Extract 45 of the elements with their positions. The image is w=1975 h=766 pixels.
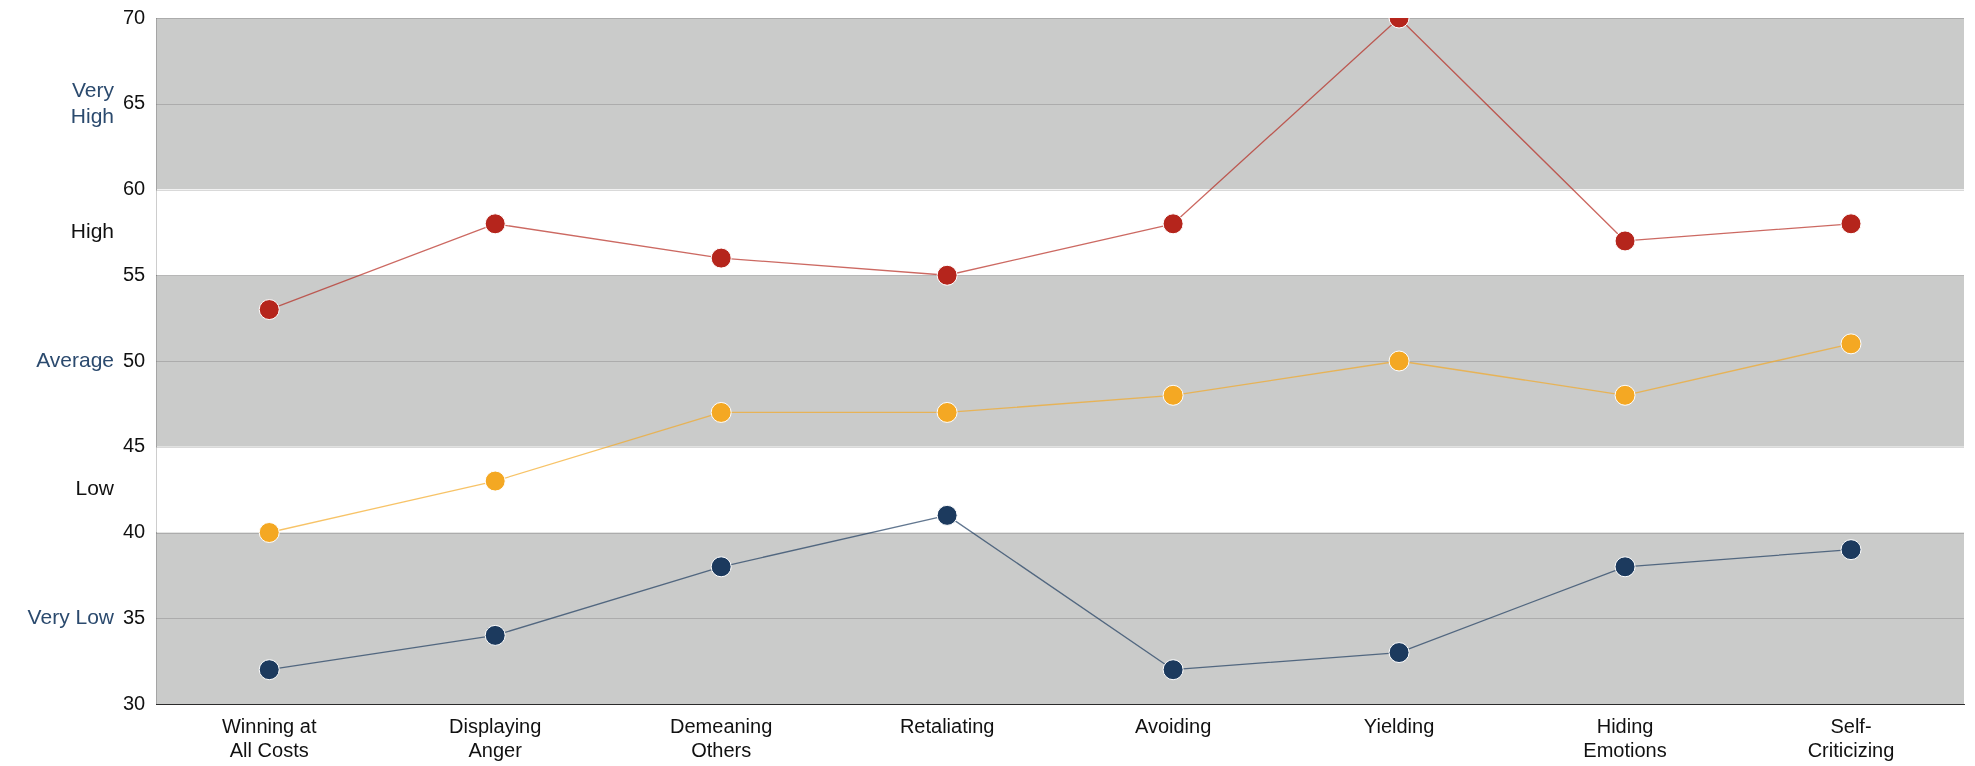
point	[936, 264, 958, 286]
point	[1162, 213, 1184, 235]
band-label: Very Low	[27, 605, 115, 629]
y-tick-label: 70	[123, 5, 146, 28]
point	[1614, 556, 1636, 578]
point	[258, 659, 280, 681]
point	[1162, 384, 1184, 406]
band-label: High	[70, 219, 114, 243]
y-tick-label: 55	[123, 262, 146, 285]
x-tick-label: Self-Criticizing	[1807, 714, 1895, 761]
x-tick-label: Demeaning Others	[670, 714, 773, 761]
x-tick-label: Avoiding	[1134, 714, 1212, 737]
x-tick-label: Displaying Anger	[449, 714, 542, 761]
point	[1388, 350, 1410, 372]
y-tick-label: 65	[123, 91, 146, 114]
point	[484, 470, 506, 492]
point	[1614, 230, 1636, 252]
point	[484, 213, 506, 235]
point	[936, 504, 958, 526]
point	[710, 556, 732, 578]
band-label: Very High	[70, 77, 115, 127]
point	[710, 401, 732, 423]
point	[484, 624, 506, 646]
y-tick-label: 40	[123, 520, 146, 543]
point	[1388, 642, 1410, 664]
point	[1840, 539, 1862, 561]
y-tick-label: 45	[123, 434, 146, 457]
point	[1162, 659, 1184, 681]
point	[1840, 213, 1862, 235]
point	[710, 247, 732, 269]
point	[1614, 384, 1636, 406]
x-tick-label: Hiding Emotions	[1583, 714, 1667, 761]
point	[258, 299, 280, 321]
band-label: Low	[75, 476, 115, 500]
point	[936, 401, 958, 423]
band-label: Average	[36, 347, 114, 371]
y-tick-label: 60	[123, 177, 146, 200]
x-tick-label: Retaliating	[899, 714, 995, 737]
y-tick-label: 50	[123, 348, 146, 371]
y-tick-label: 35	[123, 605, 146, 628]
x-tick-label: Yielding	[1363, 714, 1435, 737]
point	[1840, 333, 1862, 355]
x-tick-label: Winning at All Costs	[221, 714, 317, 761]
point	[258, 522, 280, 543]
y-tick-label: 30	[123, 691, 146, 714]
